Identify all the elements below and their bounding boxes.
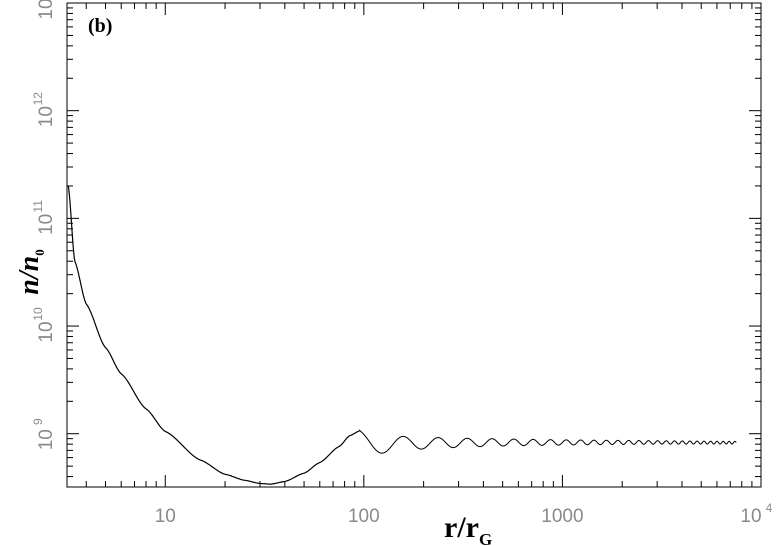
y-axis-title-sub: 0 — [32, 249, 47, 256]
y-tick-label: 1013 — [36, 0, 57, 20]
x-axis-ticks: 10 100 1000 10 4 — [85, 3, 773, 527]
x-tick-label: 1000 — [541, 506, 583, 527]
y-tick-label-exponent: 9 — [31, 418, 45, 425]
y-tick-label-base: 10 — [36, 0, 57, 20]
x-tick-label-exponent: 4 — [766, 501, 773, 515]
y-axis-title-main: n/n — [14, 256, 45, 295]
plot-frame — [66, 2, 762, 488]
panel-label: (b) — [88, 15, 112, 37]
y-axis-ticks: 1091010101110121013 — [31, 0, 761, 478]
x-axis-title: r/rG — [444, 511, 492, 546]
y-axis-title: n/n0 — [14, 249, 47, 294]
x-tick-label: 10 — [155, 506, 176, 527]
y-tick-label-base: 10 — [36, 321, 57, 342]
y-tick-label: 10 9 — [31, 418, 57, 450]
density-oscillation-curve — [358, 429, 737, 454]
x-tick-label: 100 — [348, 506, 380, 527]
y-tick-label-exponent: 10 — [31, 307, 45, 321]
y-tick-label-base: 10 — [36, 106, 57, 127]
y-tick-label-base: 10 — [36, 429, 57, 450]
x-axis-title-sub: G — [479, 530, 492, 546]
x-tick-label: 10 — [740, 506, 761, 527]
y-tick-label-exponent: 12 — [31, 92, 45, 106]
x-axis-title-main: r/r — [444, 511, 479, 544]
density-curve — [67, 185, 360, 485]
y-tick-label-exponent: 11 — [31, 200, 45, 213]
y-tick-label-base: 10 — [36, 214, 57, 235]
